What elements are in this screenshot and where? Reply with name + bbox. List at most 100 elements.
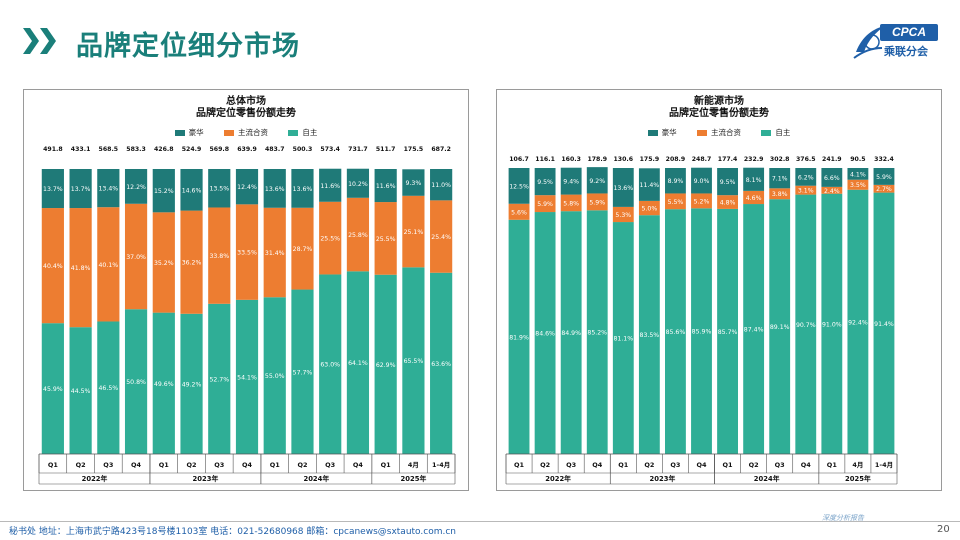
data-label: 46.5% (99, 385, 119, 392)
data-label: 13.6% (293, 186, 313, 193)
x-tick-label: Q3 (325, 461, 335, 469)
bar-segment-domestic (402, 267, 425, 454)
data-label: 3.1% (798, 188, 814, 195)
bar-segment-luxury (586, 167, 608, 194)
bar-segment-joint (795, 185, 817, 195)
x-tick-label: Q1 (723, 461, 734, 469)
x-tick-label: 1-4月 (432, 461, 450, 469)
bar-segment-luxury (291, 169, 314, 208)
total-label: 248.7 (692, 156, 712, 163)
bar-segment-domestic (374, 274, 397, 454)
bar-segment-joint (430, 200, 453, 273)
total-label: 500.3 (293, 146, 313, 153)
legend-label: 豪华 (188, 128, 204, 137)
x-tick-label: Q1 (618, 461, 629, 469)
bar-segment-luxury (69, 169, 92, 209)
bar-segment-joint (291, 207, 314, 290)
data-label: 89.1% (770, 324, 790, 331)
x-tick-label: Q1 (381, 461, 392, 469)
data-label: 6.6% (824, 175, 840, 182)
x-tick-label: Q4 (242, 461, 253, 469)
page-title: 品牌定位细分市场 (76, 31, 300, 62)
chart-subtitle: 品牌定位零售份额走势 (196, 108, 296, 119)
bar-segment-joint (180, 210, 203, 314)
data-label: 54.1% (237, 374, 257, 381)
bar-segment-luxury (430, 169, 453, 201)
data-label: 25.1% (404, 229, 424, 236)
x-tick-label: Q2 (186, 461, 196, 469)
bar-segment-joint (821, 186, 843, 194)
chevron-right-icon (23, 28, 39, 54)
bar-segment-luxury (319, 168, 342, 202)
data-label: 2.4% (824, 188, 840, 195)
bar-segment-domestic (180, 313, 203, 454)
x-tick-label: Q2 (297, 461, 307, 469)
bar-segment-luxury (638, 168, 660, 201)
chevron-right-icon (40, 28, 56, 54)
bar-segment-luxury (374, 169, 397, 203)
bar-segment-luxury (873, 168, 895, 185)
total-label: 639.9 (237, 146, 257, 153)
x-tick-label: Q1 (827, 461, 838, 469)
bar-segment-luxury (717, 168, 738, 196)
bar-segment-domestic (717, 208, 738, 454)
data-label: 14.6% (182, 187, 202, 194)
bar-segment-luxury (402, 169, 425, 196)
x-tick-label: Q3 (566, 461, 576, 469)
total-label: 332.4 (874, 156, 894, 163)
bar-segment-domestic (743, 204, 765, 454)
data-label: 10.2% (348, 181, 368, 188)
legend-swatch (647, 130, 658, 136)
bar-segment-domestic (821, 193, 843, 454)
data-label: 13.6% (265, 186, 285, 193)
x-group-label: 2024年 (754, 474, 780, 483)
data-label: 11.6% (320, 183, 340, 190)
bar-segment-luxury (208, 169, 231, 208)
data-label: 8.1% (746, 177, 762, 184)
bar-segment-luxury (124, 169, 148, 204)
bar-segment-luxury (847, 168, 869, 180)
legend-swatch (174, 130, 185, 136)
data-label: 5.2% (694, 198, 710, 205)
data-label: 31.4% (265, 250, 285, 257)
chart-legend: 豪华 主流合资 自主 (24, 127, 468, 139)
total-label: 376.5 (796, 156, 816, 163)
bar-segment-joint (235, 204, 259, 300)
legend-label: 自主 (775, 128, 791, 137)
bar-segment-luxury (665, 168, 686, 194)
bar-segment-domestic (208, 303, 231, 454)
bar-segment-domestic (560, 211, 582, 454)
data-label: 13.5% (209, 186, 229, 193)
bar-segment-joint (263, 207, 286, 298)
bar-segment-joint (124, 203, 148, 310)
legend-swatch (761, 130, 772, 136)
data-label: 91.4% (874, 321, 894, 328)
bar-segment-domestic (97, 321, 120, 454)
data-label: 49.6% (154, 381, 174, 388)
data-label: 4.6% (746, 195, 762, 202)
x-group-label: 2024年 (303, 474, 329, 483)
data-label: 81.9% (509, 334, 529, 341)
bar-segment-joint (847, 179, 869, 190)
data-label: 12.2% (126, 184, 146, 191)
data-label: 33.5% (237, 250, 257, 257)
data-label: 5.8% (563, 200, 579, 207)
data-label: 37.0% (126, 254, 146, 261)
bar-segment-joint (586, 193, 608, 211)
x-group-label: 2025年 (401, 474, 427, 483)
bar-segment-joint (41, 208, 64, 324)
data-label: 64.1% (348, 360, 368, 367)
bar-segment-luxury (691, 167, 712, 194)
legend-swatch (224, 130, 234, 136)
legend-label: 主流合资 (711, 128, 741, 137)
chart-canvas: 45.9% 40.4% 13.7% 491.8 Q1 44.5% 41.8% 13.7% 433… (38, 146, 456, 485)
bar-segment-joint (346, 197, 370, 272)
logo-swoosh-icon (853, 26, 885, 59)
data-label: 5.5% (668, 199, 684, 206)
overall-market-chart: 总体市场 品牌定位零售份额走势 豪华 主流合资 自主 45.9% 40.4% 13.… (23, 89, 469, 491)
total-label: 491.8 (43, 146, 63, 153)
bar-segment-domestic (346, 271, 370, 454)
data-label: 13.7% (43, 186, 63, 193)
bar-segment-domestic (430, 272, 453, 454)
legend-item-domestic: 自主 (761, 127, 790, 138)
